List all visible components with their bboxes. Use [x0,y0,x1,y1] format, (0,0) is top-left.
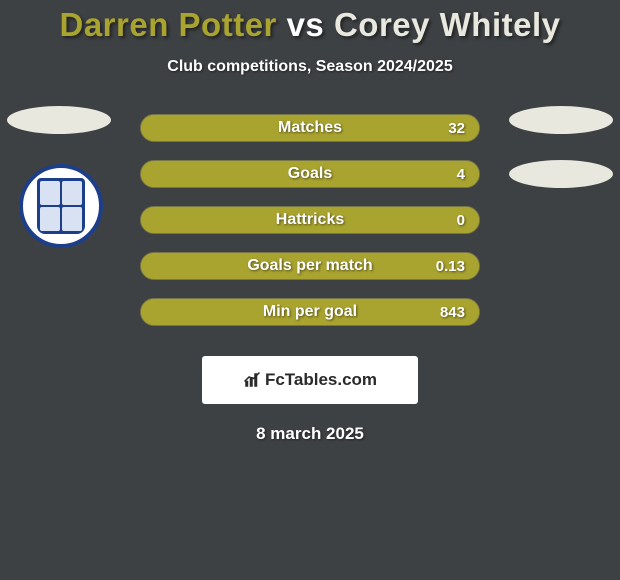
stat-value: 0 [457,212,465,229]
comparison-title: Darren Potter vs Corey Whitely [0,0,620,44]
crest-quadrant [40,181,60,205]
bar-chart-icon [243,371,261,389]
crest-quadrant [62,181,82,205]
stat-label: Min per goal [263,303,357,321]
stat-rows: Matches 32 Goals 4 Hattricks 0 Goals per match… [140,114,480,326]
player2-name: Corey Whitely [334,6,561,43]
infographic-root: Darren Potter vs Corey Whitely Club comp… [0,0,620,580]
stat-row: Matches 32 [140,114,480,142]
brand-text: FcTables.com [265,370,377,390]
stat-label: Goals [288,165,332,183]
vs-label: vs [287,6,325,43]
stat-label: Matches [278,119,342,137]
player1-oval [7,106,111,134]
brand-badge: FcTables.com [202,356,418,404]
stat-row: Min per goal 843 [140,298,480,326]
club-crest [19,164,103,248]
crest-shield-icon [37,178,85,234]
stat-label: Goals per match [247,257,372,275]
subtitle: Club competitions, Season 2024/2025 [0,58,620,76]
crest-quadrant [62,207,82,231]
stat-row: Goals 4 [140,160,480,188]
stat-row: Hattricks 0 [140,206,480,234]
stat-value: 843 [440,304,465,321]
stat-row: Goals per match 0.13 [140,252,480,280]
player1-name: Darren Potter [60,6,277,43]
player2-oval-top [509,106,613,134]
crest-quadrant [40,207,60,231]
stat-label: Hattricks [276,211,344,229]
stat-value: 0.13 [436,258,465,275]
player2-oval-2 [509,160,613,188]
stat-value: 4 [457,166,465,183]
stats-section: Matches 32 Goals 4 Hattricks 0 Goals per match… [0,114,620,326]
stat-value: 32 [448,120,465,137]
date-label: 8 march 2025 [0,424,620,444]
